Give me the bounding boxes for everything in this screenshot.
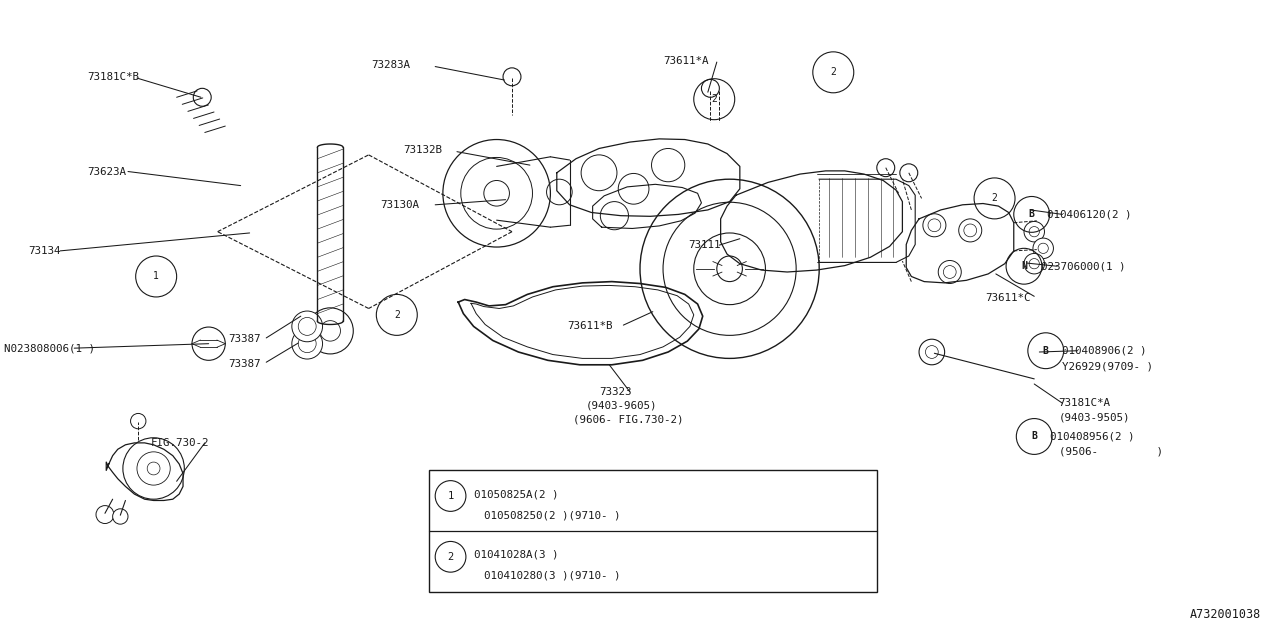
Text: 73130A: 73130A xyxy=(380,200,419,210)
Circle shape xyxy=(113,509,128,524)
Text: B: B xyxy=(1029,209,1034,220)
Text: (9506-         ): (9506- ) xyxy=(1059,446,1162,456)
Text: 1: 1 xyxy=(448,491,453,501)
Text: 73387: 73387 xyxy=(228,334,260,344)
Circle shape xyxy=(1024,253,1044,274)
Circle shape xyxy=(131,413,146,429)
Text: 73181C*A: 73181C*A xyxy=(1059,398,1111,408)
Text: 73132B: 73132B xyxy=(403,145,442,156)
Circle shape xyxy=(959,219,982,242)
Text: 023706000(1 ): 023706000(1 ) xyxy=(1041,261,1125,271)
Text: 73181C*B: 73181C*B xyxy=(87,72,140,82)
Text: FIG.730-2: FIG.730-2 xyxy=(151,438,210,448)
Circle shape xyxy=(1024,221,1044,242)
Text: (9403-9605): (9403-9605) xyxy=(586,401,658,411)
Circle shape xyxy=(292,328,323,359)
Text: B: B xyxy=(1043,346,1048,356)
Text: 010408956(2 ): 010408956(2 ) xyxy=(1050,431,1134,442)
Text: (9606- FIG.730-2): (9606- FIG.730-2) xyxy=(573,415,684,425)
Text: 2: 2 xyxy=(394,310,399,320)
Text: N: N xyxy=(1021,261,1027,271)
Text: 2: 2 xyxy=(712,94,717,104)
Circle shape xyxy=(1033,238,1053,259)
Text: 73134: 73134 xyxy=(28,246,60,256)
Text: 2: 2 xyxy=(992,193,997,204)
Circle shape xyxy=(877,159,895,177)
Text: 010410280(3 )(9710- ): 010410280(3 )(9710- ) xyxy=(484,571,621,581)
Circle shape xyxy=(192,327,225,360)
Text: 73611*C: 73611*C xyxy=(986,292,1032,303)
Text: 01041028A(3 ): 01041028A(3 ) xyxy=(474,550,558,560)
Circle shape xyxy=(900,164,918,182)
Text: 010408906(2 ): 010408906(2 ) xyxy=(1062,346,1147,356)
Text: 2: 2 xyxy=(448,552,453,562)
Text: 73623A: 73623A xyxy=(87,166,125,177)
Circle shape xyxy=(292,311,323,342)
Circle shape xyxy=(96,506,114,524)
Text: N023808006(1 ): N023808006(1 ) xyxy=(4,343,95,353)
Circle shape xyxy=(193,88,211,106)
Text: A732001038: A732001038 xyxy=(1189,608,1261,621)
Text: 01050825A(2 ): 01050825A(2 ) xyxy=(474,490,558,500)
Circle shape xyxy=(919,339,945,365)
Text: 73611*A: 73611*A xyxy=(663,56,709,66)
Text: 1: 1 xyxy=(154,271,159,282)
Text: 73387: 73387 xyxy=(228,358,260,369)
Text: 010508250(2 )(9710- ): 010508250(2 )(9710- ) xyxy=(484,510,621,520)
Circle shape xyxy=(701,79,719,97)
Circle shape xyxy=(923,214,946,237)
Circle shape xyxy=(503,68,521,86)
Bar xyxy=(429,470,877,592)
Text: 73611*B: 73611*B xyxy=(567,321,613,332)
Text: 010406120(2 ): 010406120(2 ) xyxy=(1047,209,1132,220)
Text: 2: 2 xyxy=(831,67,836,77)
Text: 73283A: 73283A xyxy=(371,60,410,70)
Text: B: B xyxy=(1032,431,1037,442)
Text: 73323: 73323 xyxy=(599,387,631,397)
Circle shape xyxy=(938,260,961,284)
Text: Y26929(9709- ): Y26929(9709- ) xyxy=(1062,361,1153,371)
Text: 73111: 73111 xyxy=(689,240,721,250)
Text: (9403-9505): (9403-9505) xyxy=(1059,412,1130,422)
